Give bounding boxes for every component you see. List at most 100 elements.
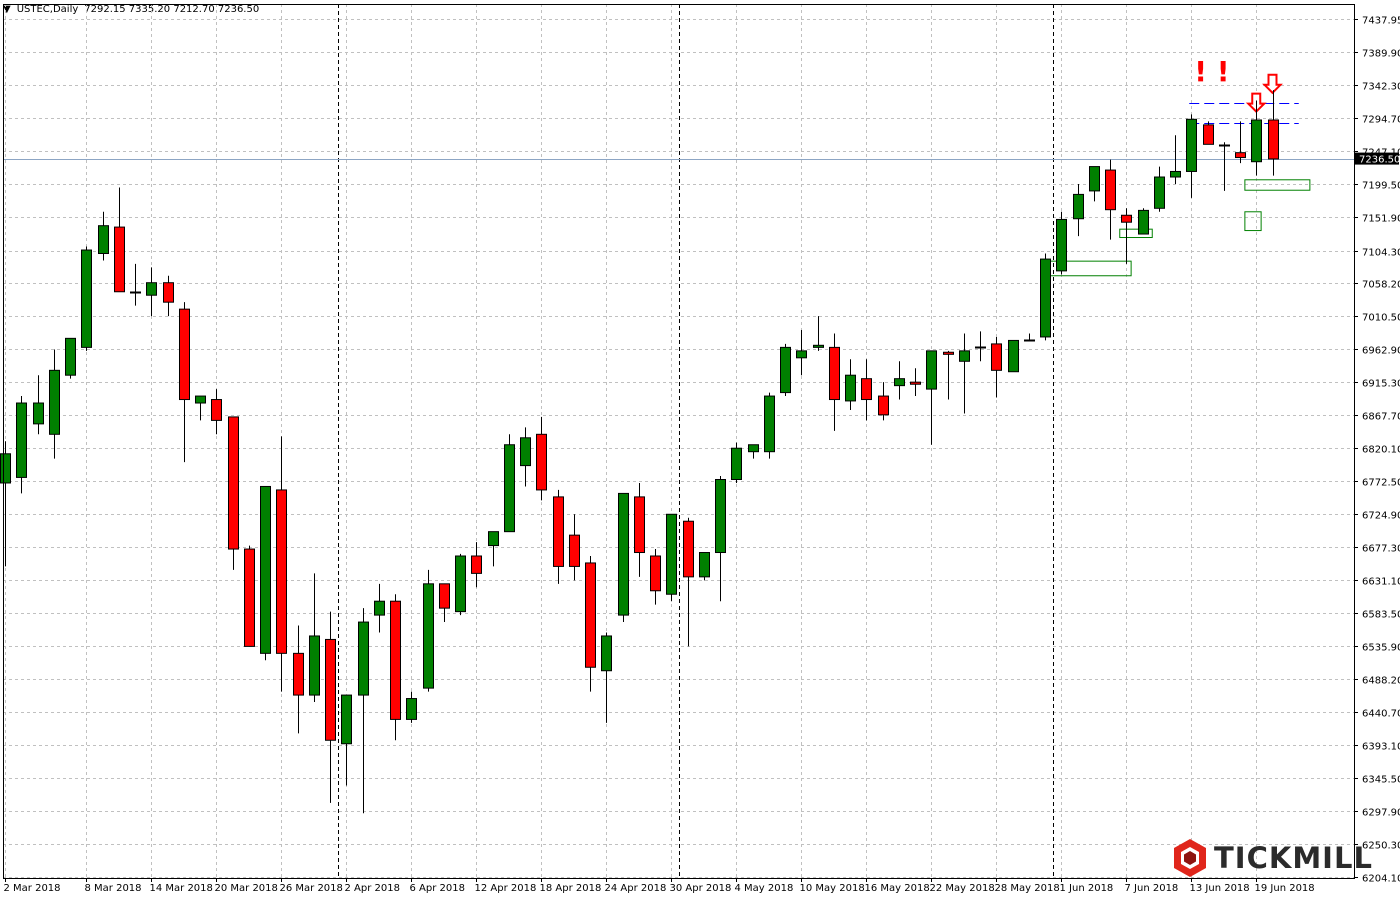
header-triangle-icon: ▼ (3, 4, 11, 15)
price-tick-label: 6915.30 (1362, 379, 1400, 390)
price-tick-label: 6772.50 (1362, 478, 1400, 489)
candle-bear (114, 226, 125, 293)
exclamation-marks: ! ! (1194, 55, 1229, 88)
price-tick-label: 6488.20 (1362, 676, 1400, 687)
time-tick-label: 2 Mar 2018 (4, 883, 61, 894)
candle-bull (1056, 218, 1067, 272)
time-tick-label: 28 May 2018 (995, 883, 1060, 894)
candles (0, 90, 1279, 814)
candle-bear (179, 308, 190, 401)
candle-bear (1105, 169, 1116, 211)
support-zone-box (1244, 179, 1311, 191)
candle-bear (228, 416, 239, 550)
down-arrow-icon (1262, 73, 1283, 95)
candle-bull (715, 479, 726, 554)
candle-bear (634, 496, 645, 554)
header-ohlc: 7292.15 7335.20 7212.70 7236.50 (84, 4, 260, 15)
candle-bear (683, 520, 694, 578)
support-zone-box (1244, 211, 1262, 232)
time-tick-label: 14 Mar 2018 (150, 883, 213, 894)
candle-bull (1073, 193, 1084, 220)
time-tick-label: 20 Mar 2018 (215, 883, 278, 894)
candle-bull (1138, 209, 1149, 235)
candle-bull (98, 225, 109, 255)
price-tick-label: 7151.90 (1362, 214, 1400, 225)
candle-bull (260, 485, 271, 654)
candle-bear (943, 351, 954, 355)
time-tick-label: 10 May 2018 (800, 883, 865, 894)
tickmill-hexagon-logo-icon (1174, 839, 1206, 877)
period-separators (338, 4, 1054, 878)
annotations: ! ! (1049, 55, 1311, 277)
price-tick-label: 6820.10 (1362, 445, 1400, 456)
candle-bear (1268, 119, 1279, 160)
candle-bear (861, 378, 872, 401)
grid (3, 4, 1354, 878)
price-tick-label: 6204.10 (1362, 874, 1400, 885)
candle-bear (471, 555, 482, 574)
price-tick-label: 6440.70 (1362, 709, 1400, 720)
price-tick-label: 6724.90 (1362, 511, 1400, 522)
candle-bear (325, 638, 336, 741)
candle-bear (293, 652, 304, 696)
price-tick-label: 7437.95 (1362, 16, 1400, 27)
time-tick-label: 6 Apr 2018 (410, 883, 465, 894)
price-tick-label: 7104.30 (1362, 248, 1400, 259)
candle-bull (894, 378, 905, 387)
candle-bull (49, 369, 60, 435)
candle-bear (163, 282, 174, 303)
candle-bull (406, 698, 417, 720)
price-axis: 7437.957389.907342.307294.707247.107199.… (1354, 16, 1400, 885)
candle-bull (780, 346, 791, 394)
price-tick-label: 7342.30 (1362, 82, 1400, 93)
candle-bull (699, 552, 710, 578)
candle-bull (65, 337, 76, 376)
current-price-label: 7236.50 (1359, 155, 1400, 166)
price-tick-label: 7389.90 (1362, 49, 1400, 60)
candle-bull (81, 249, 92, 348)
candle-bear (585, 562, 596, 668)
candle-bull (33, 402, 44, 425)
candle-bear (650, 555, 661, 592)
time-tick-label: 2 Apr 2018 (345, 883, 400, 894)
candle-bear (1203, 124, 1214, 145)
candle-bull (0, 453, 11, 484)
price-tick-label: 7010.50 (1362, 313, 1400, 324)
candle-bull (1008, 339, 1019, 373)
candle-bear (244, 548, 255, 647)
candle-bear (553, 496, 564, 567)
time-tick-label: 26 Mar 2018 (280, 883, 343, 894)
candle-bull (16, 402, 27, 478)
candle-bull (1040, 258, 1051, 338)
candle-bear (878, 395, 889, 416)
candle-bull (813, 344, 824, 348)
candle-bull (601, 635, 612, 672)
support-zone-box (1119, 228, 1153, 239)
candle-bear (1121, 214, 1132, 223)
candle-bear (390, 600, 401, 720)
time-axis: 2 Mar 2018 8 Mar 2018 14 Mar 2018 20 Mar 20… (4, 878, 1315, 894)
candle-bull (731, 447, 742, 481)
candle-bull (666, 513, 677, 595)
time-tick-label: 12 Apr 2018 (475, 883, 537, 894)
price-tick-label: 7294.70 (1362, 115, 1400, 126)
candle-bull (358, 621, 369, 696)
tickmill-watermark: TICKMILL (1172, 836, 1373, 880)
time-tick-label: 1 Jun 2018 (1060, 883, 1114, 894)
candle-bull (1251, 119, 1262, 163)
price-tick-label: 7199.50 (1362, 181, 1400, 192)
price-tick-label: 6297.90 (1362, 808, 1400, 819)
candle-bull (146, 282, 157, 296)
candle-bull (1170, 170, 1181, 178)
price-tick-label: 6345.50 (1362, 775, 1400, 786)
header-symbol: USTEC,Daily (16, 4, 79, 15)
candle-bull (504, 444, 515, 533)
candle-bull (1089, 166, 1100, 192)
time-tick-label: 30 Apr 2018 (670, 883, 732, 894)
time-tick-label: 8 Mar 2018 (85, 883, 142, 894)
candle-bear (439, 583, 450, 609)
price-tick-label: 6583.50 (1362, 610, 1400, 621)
candle-bear (569, 534, 580, 567)
